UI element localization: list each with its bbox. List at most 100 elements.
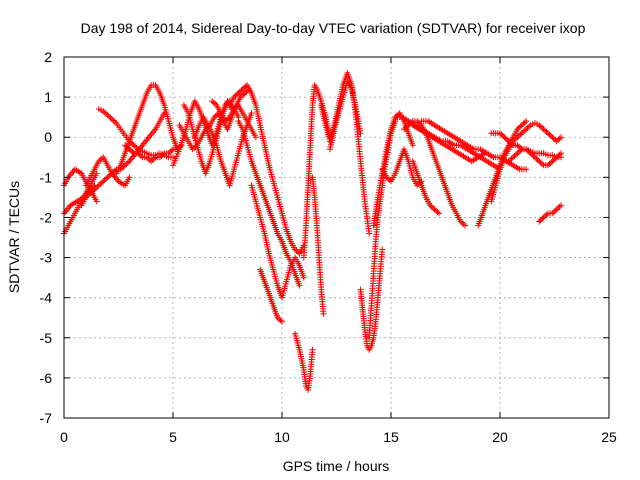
data-point-marker [94, 183, 101, 190]
data-point-marker [274, 314, 281, 321]
data-point-marker [512, 135, 519, 142]
data-point-marker [167, 148, 174, 155]
data-point-marker [521, 127, 528, 134]
data-point-marker [523, 166, 530, 173]
data-point-marker [104, 174, 111, 181]
data-point-marker [540, 214, 547, 221]
data-point-marker [379, 246, 386, 253]
data-point-marker [243, 88, 250, 95]
data-point-marker [514, 134, 521, 141]
x-axis-label: GPS time / hours [283, 458, 390, 474]
data-point-marker [549, 158, 556, 165]
data-point-marker [507, 139, 514, 146]
data-point-marker [98, 179, 105, 186]
data-point-marker [91, 186, 98, 193]
data-point-marker [427, 202, 434, 209]
data-point-marker [542, 127, 549, 134]
y-tick-label: 0 [44, 129, 52, 145]
data-point-marker [212, 100, 219, 107]
data-point-marker [428, 203, 435, 210]
data-point-marker [530, 152, 537, 159]
data-point-marker [148, 158, 155, 165]
data-point-marker [514, 126, 521, 133]
y-tick-label: -1 [40, 169, 53, 185]
data-point-marker [526, 148, 533, 155]
data-point-marker [320, 310, 327, 317]
data-point-marker [408, 119, 415, 126]
data-point-marker [435, 210, 442, 217]
data-point-marker [546, 131, 553, 138]
data-point-marker [539, 124, 546, 131]
data-point-marker [520, 128, 527, 135]
data-point-marker [135, 150, 142, 157]
data-point-marker [417, 120, 424, 127]
x-tick-label: 0 [60, 429, 68, 445]
data-point-marker [237, 94, 244, 101]
data-point-marker [457, 218, 464, 225]
data-point-marker [126, 174, 133, 181]
data-point-marker [111, 118, 118, 125]
series-track-31 [418, 118, 530, 173]
data-point-marker [520, 120, 527, 127]
data-point-marker [386, 177, 393, 184]
data-point-marker [533, 155, 540, 162]
data-point-marker [537, 159, 544, 166]
data-point-marker [547, 132, 554, 139]
data-point-marker [296, 282, 303, 289]
x-tick-label: 15 [383, 429, 399, 445]
y-tick-label: 1 [44, 89, 52, 105]
data-point-marker [555, 152, 562, 159]
y-tick-label: -5 [40, 330, 53, 346]
data-point-marker [159, 151, 166, 158]
data-point-marker [232, 92, 239, 99]
data-point-marker [279, 318, 285, 325]
y-tick-label: -3 [40, 250, 53, 266]
data-point-marker [149, 156, 156, 163]
data-point-marker [241, 90, 248, 97]
data-point-marker [544, 130, 551, 137]
data-point-marker [550, 135, 557, 142]
series-track-35 [505, 146, 565, 169]
data-point-marker [88, 189, 95, 196]
data-point-marker [110, 117, 117, 124]
data-point-marker [95, 158, 102, 165]
data-point-marker [242, 83, 249, 90]
data-point-marker [556, 135, 563, 142]
data-point-marker [97, 156, 104, 163]
data-point-marker [100, 108, 107, 115]
data-point-marker [430, 205, 437, 212]
data-point-marker [549, 210, 556, 217]
series-track-22 [326, 78, 364, 153]
data-point-marker [505, 138, 512, 145]
data-point-marker [383, 174, 390, 181]
y-tick-label: -7 [40, 410, 53, 426]
data-point-marker [393, 112, 400, 119]
data-point-marker [547, 159, 554, 166]
data-point-marker [395, 111, 402, 118]
data-point-marker [120, 163, 127, 170]
data-point-marker [212, 112, 219, 119]
data-point-marker [508, 155, 515, 162]
data-point-marker [98, 155, 105, 162]
data-series [61, 70, 565, 393]
series-track-36 [536, 202, 565, 225]
data-point-marker [211, 114, 218, 121]
data-point-marker [498, 131, 505, 138]
data-point-marker [508, 140, 515, 147]
series-track-23 [357, 246, 386, 353]
data-point-marker [136, 151, 143, 158]
data-point-marker [536, 218, 543, 225]
data-point-marker [168, 147, 175, 154]
data-point-marker [401, 126, 408, 133]
data-point-marker [209, 98, 216, 105]
data-point-marker [515, 124, 522, 131]
data-point-marker [130, 142, 137, 149]
data-point-marker [225, 115, 232, 122]
data-point-marker [402, 124, 409, 131]
plot-frame [63, 56, 610, 419]
data-point-marker [293, 247, 300, 254]
data-point-marker [239, 86, 246, 93]
data-point-marker [434, 209, 441, 216]
data-point-marker [550, 209, 557, 216]
data-point-marker [151, 155, 158, 162]
